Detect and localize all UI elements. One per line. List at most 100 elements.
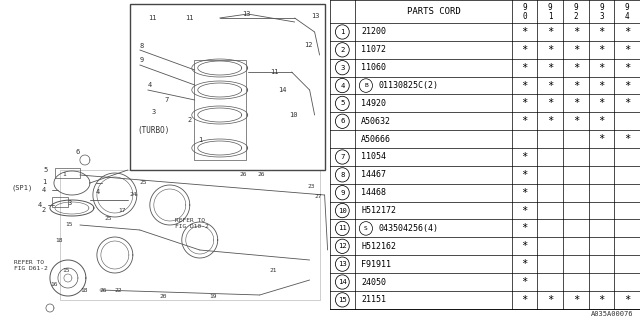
Text: *: *	[522, 45, 528, 55]
Text: 4: 4	[42, 187, 46, 193]
Text: 12: 12	[338, 243, 347, 249]
Text: 3: 3	[340, 65, 344, 71]
Text: *: *	[624, 63, 630, 73]
Text: 4: 4	[96, 189, 100, 195]
Text: 9
1: 9 1	[548, 3, 552, 20]
Text: 4: 4	[340, 83, 344, 89]
Text: 24050: 24050	[361, 277, 387, 286]
Text: H512162: H512162	[361, 242, 396, 251]
Text: 11060: 11060	[361, 63, 387, 72]
Text: *: *	[522, 259, 528, 269]
Text: 13: 13	[338, 261, 347, 267]
Text: 7: 7	[165, 97, 169, 103]
Text: *: *	[522, 116, 528, 126]
Text: 10: 10	[338, 208, 347, 213]
Text: 15: 15	[65, 222, 72, 228]
Text: 14: 14	[278, 87, 286, 93]
Text: FIG D61-2: FIG D61-2	[14, 266, 48, 270]
Text: 20: 20	[160, 293, 167, 299]
Text: 8: 8	[340, 172, 344, 178]
Text: 14468: 14468	[361, 188, 387, 197]
Text: *: *	[573, 99, 579, 108]
Text: F91911: F91911	[361, 260, 391, 269]
Text: *: *	[624, 45, 630, 55]
Text: 13: 13	[242, 11, 250, 17]
Text: 25: 25	[140, 180, 147, 186]
Text: H512172: H512172	[361, 206, 396, 215]
Text: 3: 3	[152, 109, 156, 115]
Text: REFER TO: REFER TO	[14, 260, 44, 265]
Text: 23: 23	[308, 183, 315, 188]
Text: 14467: 14467	[361, 170, 387, 179]
Text: 2: 2	[340, 47, 344, 53]
Text: *: *	[547, 116, 554, 126]
Text: *: *	[573, 116, 579, 126]
Text: *: *	[573, 295, 579, 305]
Text: *: *	[598, 99, 605, 108]
Text: (TURBO): (TURBO)	[138, 125, 170, 134]
Text: PARTS CORD: PARTS CORD	[406, 7, 460, 16]
Text: *: *	[522, 170, 528, 180]
Text: 7: 7	[340, 154, 344, 160]
Text: *: *	[547, 295, 554, 305]
Text: 6: 6	[340, 118, 344, 124]
Text: 13: 13	[312, 13, 320, 19]
Text: 10: 10	[290, 112, 298, 118]
Text: 4: 4	[148, 82, 152, 88]
Text: *: *	[522, 27, 528, 37]
Text: *: *	[624, 295, 630, 305]
Text: 21: 21	[269, 268, 277, 273]
Text: 12: 12	[305, 42, 313, 48]
Text: S: S	[364, 226, 368, 231]
Text: *: *	[624, 27, 630, 37]
Text: 14920: 14920	[361, 99, 387, 108]
Text: *: *	[522, 99, 528, 108]
Text: *: *	[522, 205, 528, 216]
Text: *: *	[522, 188, 528, 198]
Bar	[130, 4, 324, 170]
Text: *: *	[624, 81, 630, 91]
Text: *: *	[522, 81, 528, 91]
Text: *: *	[598, 81, 605, 91]
Text: 11: 11	[269, 69, 278, 75]
Text: 8: 8	[140, 43, 144, 49]
Text: *: *	[624, 134, 630, 144]
Text: *: *	[573, 45, 579, 55]
Text: *: *	[573, 81, 579, 91]
Text: 5: 5	[340, 100, 344, 107]
Text: FIG D10-2: FIG D10-2	[175, 223, 209, 228]
Text: *: *	[598, 295, 605, 305]
Text: 22: 22	[115, 287, 122, 292]
Text: 3: 3	[68, 200, 72, 206]
Text: 1: 1	[62, 172, 66, 178]
Text: A50666: A50666	[361, 135, 391, 144]
Text: *: *	[547, 27, 554, 37]
Text: *: *	[573, 63, 579, 73]
Text: 24: 24	[130, 193, 138, 197]
Text: *: *	[522, 277, 528, 287]
Text: 16: 16	[50, 283, 58, 287]
Text: 11: 11	[148, 15, 156, 21]
Text: 27: 27	[315, 194, 322, 198]
Text: 1: 1	[42, 179, 46, 185]
Text: 9
3: 9 3	[599, 3, 604, 20]
Text: 26: 26	[240, 172, 247, 178]
Text: 01130825C(2): 01130825C(2)	[378, 81, 438, 90]
Text: *: *	[522, 295, 528, 305]
Text: *: *	[547, 45, 554, 55]
Text: 9: 9	[140, 57, 144, 63]
Text: *: *	[522, 223, 528, 233]
Text: *: *	[598, 116, 605, 126]
Text: *: *	[598, 45, 605, 55]
Text: 11: 11	[338, 225, 347, 231]
Text: 6: 6	[76, 149, 80, 155]
Text: 5: 5	[44, 167, 48, 173]
Text: (SP1): (SP1)	[12, 185, 33, 191]
Text: *: *	[522, 152, 528, 162]
Text: 1: 1	[340, 29, 344, 35]
Text: 15: 15	[338, 297, 347, 303]
Text: 19: 19	[210, 293, 217, 299]
Text: 2: 2	[42, 207, 46, 213]
Text: 9
2: 9 2	[573, 3, 578, 20]
Text: 9
0: 9 0	[522, 3, 527, 20]
